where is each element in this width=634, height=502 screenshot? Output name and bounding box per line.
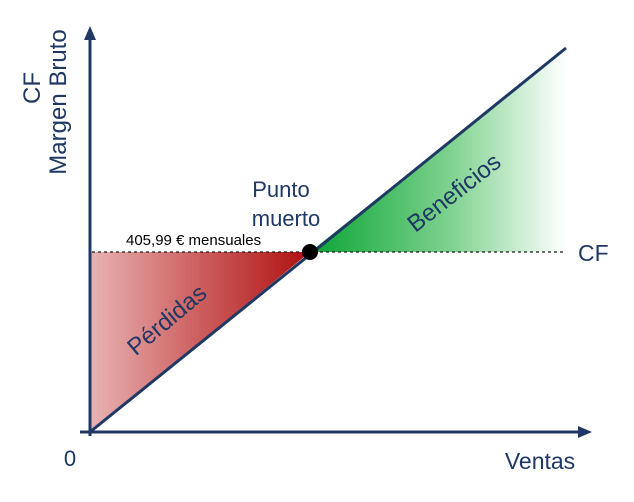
x-axis-label: Ventas <box>505 448 575 474</box>
y-axis-label-margin: Margen Bruto <box>45 29 72 174</box>
fixed-cost-label: CF <box>578 240 609 266</box>
y-axis-label-cf: CF <box>19 72 46 104</box>
gross-margin-line <box>89 46 567 434</box>
break-even-label-line1: Punto <box>252 177 310 202</box>
break-even-label-line2: muerto <box>252 206 320 231</box>
x-axis-arrow-icon <box>578 426 592 438</box>
break-even-amount: 405,99 € mensuales <box>126 232 261 249</box>
origin-label: 0 <box>64 446 76 471</box>
break-even-point <box>302 244 318 260</box>
y-axis-arrow-icon <box>84 26 96 40</box>
